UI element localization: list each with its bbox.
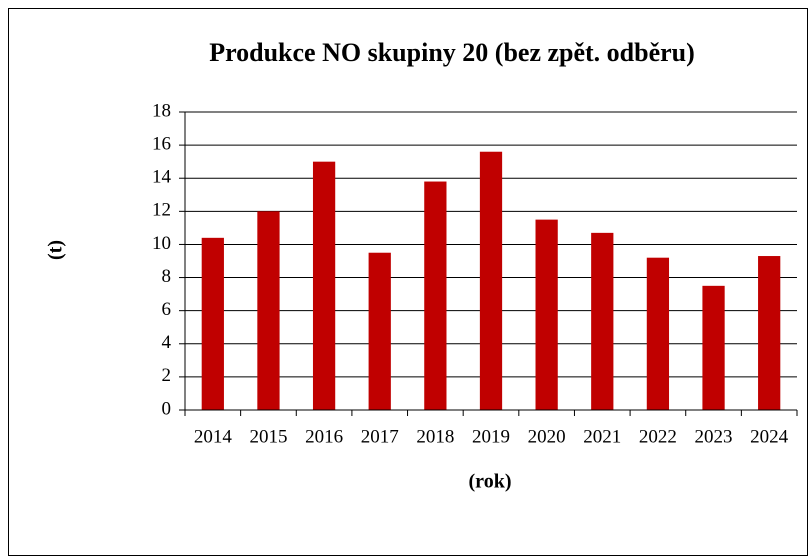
bar: [368, 252, 391, 410]
x-tick-label: 2023: [695, 426, 733, 447]
x-tick-label: 2015: [249, 426, 287, 447]
bar: [424, 181, 447, 410]
x-tick-label: 2019: [472, 426, 510, 447]
x-tick-label: 2016: [305, 426, 343, 447]
y-tick-label: 12: [152, 200, 171, 221]
x-tick-label: 2017: [361, 426, 399, 447]
bar: [479, 151, 503, 410]
chart-title: Produkce NO skupiny 20 (bez zpět. odběru…: [209, 38, 695, 67]
x-tick-label: 2018: [416, 426, 454, 447]
y-axis-title: (t): [45, 240, 67, 260]
bar: [201, 237, 224, 410]
y-tick-label: 10: [152, 233, 171, 254]
x-tick-label: 2020: [528, 426, 566, 447]
x-tick-label: 2014: [194, 426, 233, 447]
x-tick-label: 2022: [639, 426, 677, 447]
bar: [702, 285, 725, 410]
y-tick-label: 4: [162, 332, 172, 353]
bar: [758, 256, 781, 410]
y-tick-label: 2: [162, 365, 172, 386]
y-tick-label: 14: [152, 167, 172, 188]
bar: [535, 219, 558, 410]
y-tick-label: 0: [162, 398, 172, 419]
chart-frame: [8, 8, 808, 556]
y-tick-label: 6: [162, 299, 172, 320]
x-tick-label: 2021: [583, 426, 621, 447]
y-tick-label: 16: [152, 133, 171, 154]
x-axis-title: (rok): [469, 471, 512, 493]
bar: [257, 211, 280, 410]
bar: [591, 232, 614, 410]
x-tick-label: 2024: [750, 426, 789, 447]
bar: [312, 161, 336, 410]
y-tick-label: 8: [162, 266, 172, 287]
y-tick-label: 18: [152, 100, 171, 121]
bar: [646, 257, 670, 410]
